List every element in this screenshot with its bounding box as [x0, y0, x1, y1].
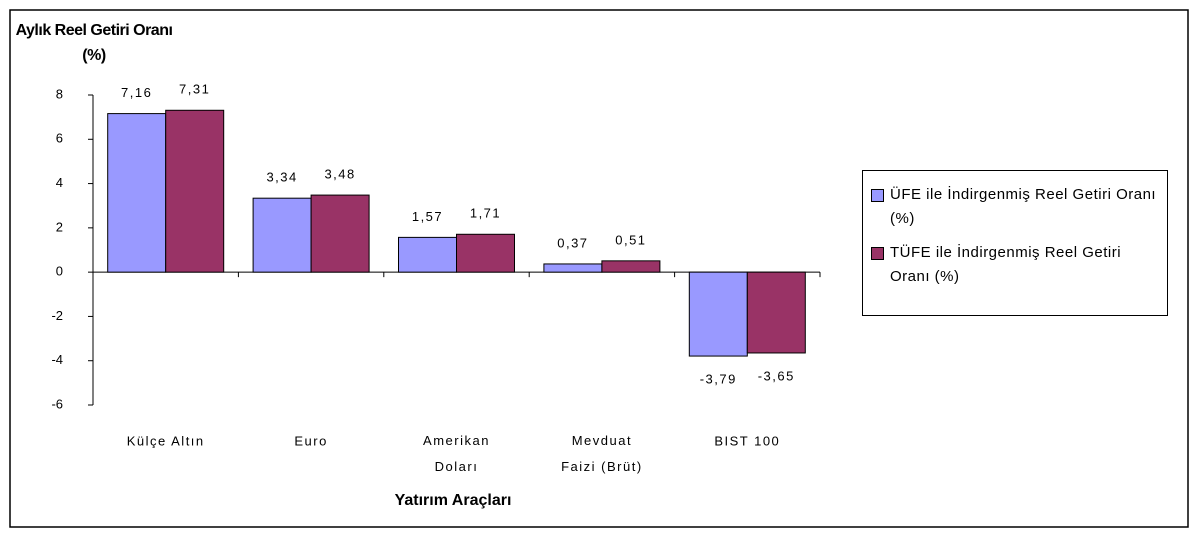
value-label: 1,71 [470, 206, 501, 221]
value-label: -3,79 [700, 372, 737, 387]
x-tick-label: Amerikan Doları [423, 433, 490, 474]
bar [688, 271, 748, 357]
value-label: 1,57 [412, 209, 443, 224]
y-tick-label: 4 [56, 175, 63, 190]
y-tick-label: 8 [56, 86, 63, 101]
value-label: 0,51 [615, 232, 646, 247]
y-tick-label: 6 [56, 131, 63, 146]
bar [310, 194, 370, 273]
legend: ÜFE ile İndirgenmiş Reel Getiri Oranı (%… [862, 170, 1168, 316]
bar [398, 236, 457, 273]
value-label: 0,37 [557, 235, 588, 250]
y-tick-label: 2 [56, 219, 63, 234]
bar [252, 197, 312, 273]
bar [165, 109, 225, 273]
bar [601, 260, 661, 273]
value-label: 7,16 [121, 85, 152, 100]
legend-item: ÜFE ile İndirgenmiş Reel Getiri Oranı (%… [871, 183, 1161, 231]
value-label: 3,48 [324, 167, 355, 182]
value-label: -3,65 [758, 368, 795, 383]
x-axis-title: Yatırım Araçları [394, 492, 512, 509]
value-label: 7,31 [179, 82, 210, 97]
y-tick-label: -2 [51, 308, 63, 323]
legend-label: ÜFE ile İndirgenmiş Reel Getiri Oranı (%… [890, 186, 1157, 227]
bar [107, 113, 167, 273]
x-tick-label: Euro [294, 433, 327, 448]
bar [746, 271, 806, 354]
x-tick-label: Külçe Altın [127, 433, 205, 448]
y-tick-label: -4 [51, 352, 63, 367]
legend-label: TÜFE ile İndirgenmiş Reel Getiri Oranı (… [890, 244, 1122, 285]
x-tick-label: Mevduat Faizi (Brüt) [561, 433, 643, 474]
x-tick-label: BIST 100 [714, 433, 780, 448]
bar [543, 263, 603, 273]
chart-title: Aylık Reel Getiri Oranı (%) [15, 22, 173, 64]
legend-swatch [871, 189, 884, 202]
y-tick-label: 0 [56, 264, 63, 279]
y-tick-label: -6 [51, 396, 63, 411]
legend-item: TÜFE ile İndirgenmiş Reel Getiri Oranı (… [871, 241, 1161, 289]
legend-swatch [871, 247, 884, 260]
bar [456, 233, 515, 273]
value-label: 3,34 [266, 170, 297, 185]
